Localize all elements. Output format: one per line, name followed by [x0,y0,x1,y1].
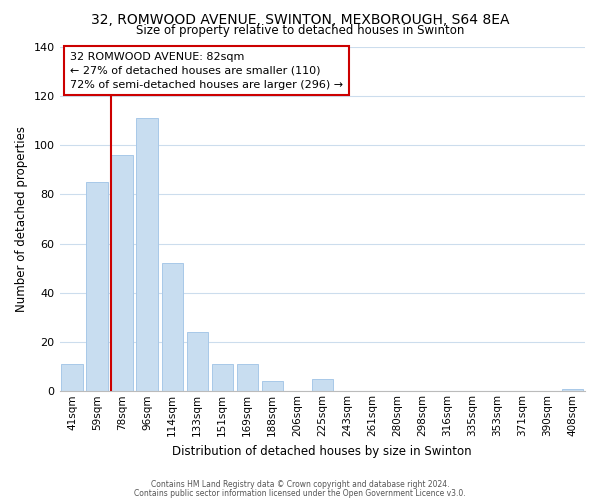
Text: Size of property relative to detached houses in Swinton: Size of property relative to detached ho… [136,24,464,37]
Bar [61,364,83,392]
X-axis label: Distribution of detached houses by size in Swinton: Distribution of detached houses by size … [172,444,472,458]
Bar [112,155,133,392]
Bar [187,332,208,392]
Text: Contains public sector information licensed under the Open Government Licence v3: Contains public sector information licen… [134,488,466,498]
Bar [212,364,233,392]
Bar [562,389,583,392]
Text: 32, ROMWOOD AVENUE, SWINTON, MEXBOROUGH, S64 8EA: 32, ROMWOOD AVENUE, SWINTON, MEXBOROUGH,… [91,12,509,26]
Bar [236,364,258,392]
Y-axis label: Number of detached properties: Number of detached properties [15,126,28,312]
Bar [86,182,108,392]
Bar [161,263,183,392]
Bar [311,379,333,392]
Text: Contains HM Land Registry data © Crown copyright and database right 2024.: Contains HM Land Registry data © Crown c… [151,480,449,489]
Bar [136,118,158,392]
Text: 32 ROMWOOD AVENUE: 82sqm
← 27% of detached houses are smaller (110)
72% of semi-: 32 ROMWOOD AVENUE: 82sqm ← 27% of detach… [70,52,343,90]
Bar [262,382,283,392]
